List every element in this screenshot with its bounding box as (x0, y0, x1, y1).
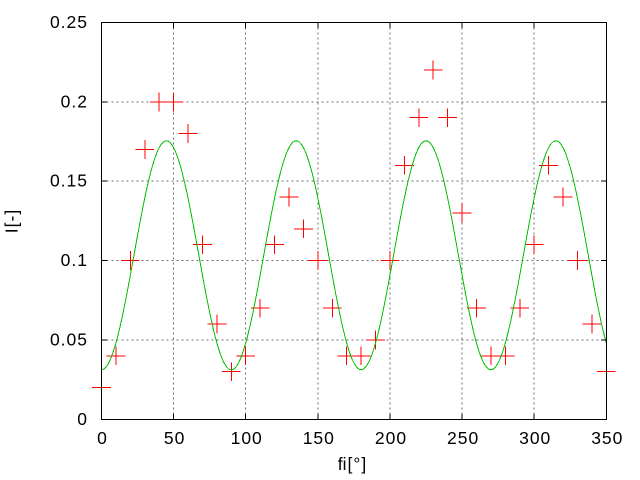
svg-text:0.15: 0.15 (50, 171, 88, 191)
svg-text:0: 0 (77, 409, 88, 429)
svg-text:ﬁ[°]: ﬁ[°] (338, 454, 367, 474)
svg-text:150: 150 (303, 428, 335, 448)
svg-text:I[-]: I[-] (2, 209, 22, 233)
svg-text:50: 50 (164, 428, 185, 448)
svg-text:0: 0 (97, 428, 108, 448)
svg-text:300: 300 (519, 428, 551, 448)
svg-text:0.2: 0.2 (61, 91, 88, 111)
svg-text:250: 250 (447, 428, 479, 448)
svg-text:0.05: 0.05 (50, 329, 88, 349)
svg-text:350: 350 (591, 428, 623, 448)
svg-text:0.1: 0.1 (61, 250, 88, 270)
svg-text:0.25: 0.25 (50, 12, 88, 32)
svg-text:200: 200 (375, 428, 407, 448)
svg-text:100: 100 (231, 428, 263, 448)
